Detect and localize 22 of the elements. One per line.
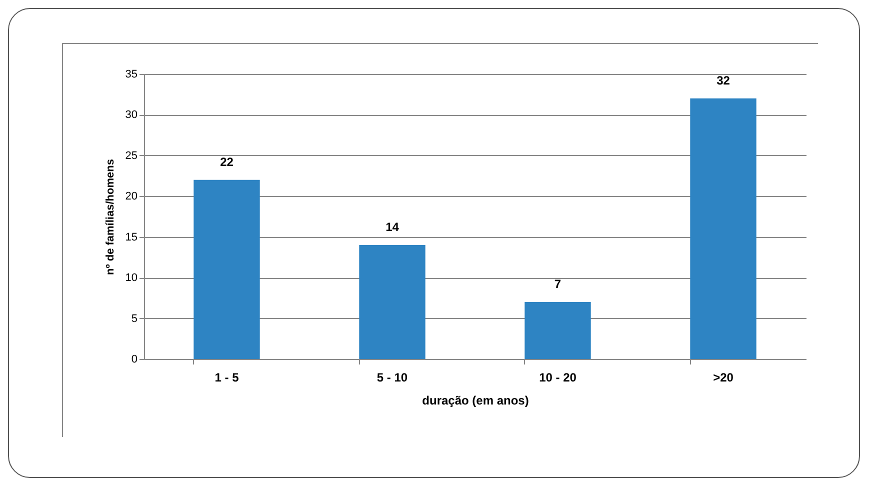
y-tick-label: 0 [131,354,138,366]
y-tick-label: 30 [125,109,138,122]
data-label: 32 [716,73,730,88]
y-tick-label: 5 [131,312,138,325]
data-label: 14 [386,220,400,234]
x-tick-label: 1 - 5 [214,370,240,384]
x-tick-label: 5 - 10 [376,370,408,384]
bar [359,245,426,359]
y-tick-label: 25 [125,150,138,162]
y-tick-label: 10 [125,272,138,284]
bar [194,180,260,359]
bar [524,302,591,359]
y-axis-title: nº de famílias/homens [104,159,116,275]
x-tick-label: >20 [713,370,734,384]
data-label: 7 [554,277,562,291]
y-tick-label: 15 [125,231,138,244]
data-label: 22 [220,154,234,169]
y-tick-label: 20 [125,190,138,203]
x-axis-title: duração (em anos) [422,394,529,408]
x-tick-label: 10 - 20 [539,370,577,384]
y-tick-label: 35 [125,68,138,80]
bar [690,98,756,359]
